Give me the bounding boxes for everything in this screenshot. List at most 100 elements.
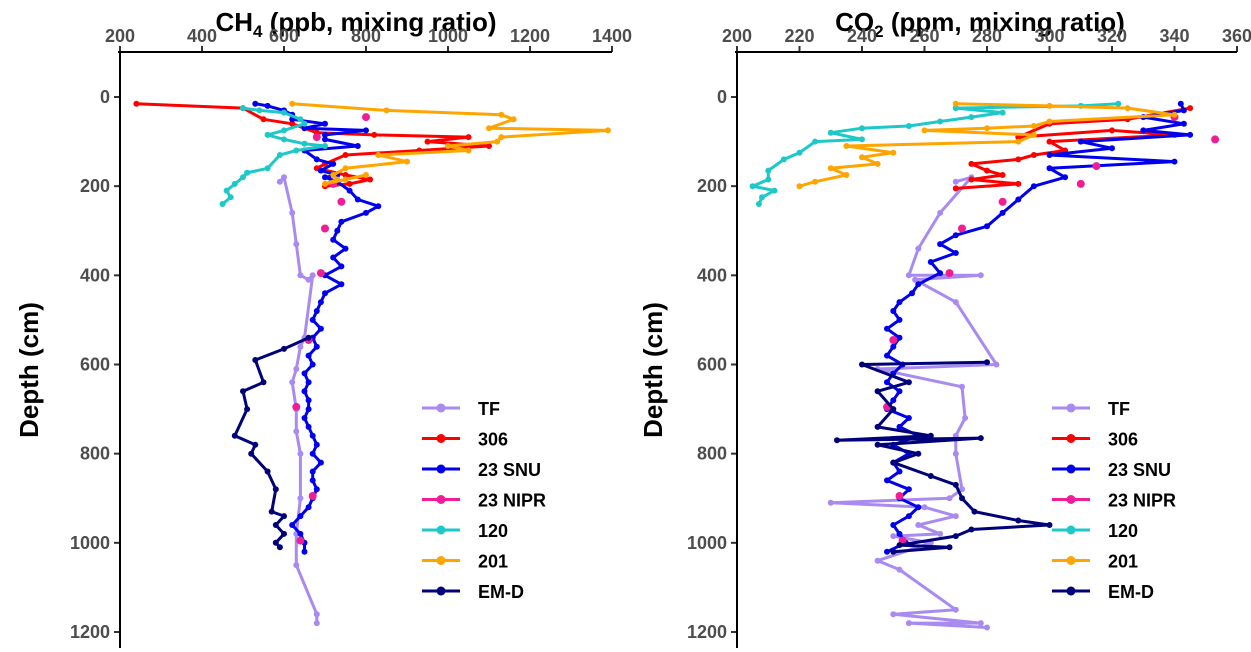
legend-label-23-snu: 23 SNU	[1108, 460, 1171, 480]
co2-point-23-snu	[896, 530, 903, 537]
co2-point-em-d	[927, 473, 934, 479]
co2-point-23-nipr	[1092, 162, 1101, 171]
legend-swatch-point	[436, 495, 446, 504]
co2-point-em-d	[946, 544, 953, 551]
legend-swatch-point	[436, 556, 446, 565]
co2-series-201	[796, 100, 1178, 190]
co2-point-201	[1046, 118, 1053, 125]
co2-point-em-d	[971, 508, 978, 515]
co2-point-23-snu	[984, 223, 990, 230]
legend-label-em-d: EM-D	[478, 582, 524, 602]
legend-label-tf: TF	[1108, 399, 1130, 419]
ch4-point-23-snu	[305, 397, 312, 404]
co2-y-tick-label: 600	[697, 355, 727, 375]
co2-point-23-snu	[952, 250, 959, 256]
legend-swatch-point	[1066, 434, 1076, 443]
legend-label-306: 306	[478, 430, 508, 450]
co2-point-23-snu	[1046, 152, 1053, 158]
co2-point-23-snu	[884, 379, 890, 386]
co2-point-23-snu	[937, 241, 944, 248]
ch4-point-201	[342, 165, 349, 172]
co2-title: CO2 (ppm, mixing ratio)	[835, 7, 1125, 41]
ch4-point-tf	[305, 276, 312, 283]
ch4-point-em-d	[231, 432, 238, 439]
ch4-point-306	[486, 143, 492, 149]
ch4-y-tick-label: 1000	[70, 533, 110, 553]
co2-point-23-nipr	[1211, 135, 1220, 144]
ch4-point-em-d	[305, 334, 312, 341]
ch4-point-23-snu	[305, 423, 312, 430]
co2-point-120	[796, 149, 803, 156]
co2-point-em-d	[1015, 517, 1022, 524]
co2-x-tick-label: 200	[722, 26, 752, 46]
co2-point-120	[812, 138, 819, 145]
ch4-point-tf	[293, 366, 300, 372]
co2-point-201	[1030, 123, 1037, 129]
ch4-point-23-nipr	[337, 197, 346, 206]
ch4-point-120	[240, 105, 246, 112]
co2-point-tf	[937, 530, 944, 537]
ch4-point-120	[227, 194, 234, 201]
co2-point-306	[1187, 105, 1194, 112]
ch4-series-tf	[276, 174, 320, 627]
ch4-point-120	[219, 201, 226, 207]
ch4-point-em-d	[272, 522, 279, 528]
ch4-point-306	[133, 100, 140, 107]
co2-point-em-d	[927, 432, 934, 439]
ch4-point-tf	[297, 272, 304, 279]
co2-point-em-d	[874, 441, 881, 448]
ch4-x-ticks: 200 400 600 800 1000 1200 1400	[105, 26, 632, 52]
co2-point-120	[765, 176, 772, 183]
ch4-point-em-d	[240, 388, 246, 395]
ch4-point-em-d	[244, 406, 251, 413]
co2-point-tf	[896, 566, 903, 573]
co2-point-306	[1046, 138, 1053, 145]
co2-point-23-snu	[890, 308, 897, 314]
legend-swatch-point	[1066, 403, 1076, 413]
co2-point-23-snu	[1180, 107, 1187, 114]
co2-point-201	[843, 172, 850, 178]
co2-point-23-snu	[1171, 158, 1178, 165]
legend-swatch-point	[1066, 586, 1076, 596]
co2-line-23-snu	[885, 103, 1192, 554]
ch4-point-23-snu	[301, 415, 308, 421]
ch4-point-tf	[297, 450, 304, 457]
co2-point-tf	[977, 620, 984, 627]
co2-y-ticks: 0 200 400 600 800 1000 1200	[687, 87, 737, 642]
co2-point-120	[859, 136, 865, 143]
co2-point-tf	[915, 245, 922, 252]
ch4-point-em-d	[252, 357, 259, 363]
co2-point-em-d	[1046, 522, 1053, 528]
ch4-point-23-snu	[330, 236, 337, 243]
co2-point-201	[827, 165, 834, 172]
ch4-point-23-snu	[346, 187, 353, 194]
ch4-point-tf	[281, 174, 287, 181]
ch4-point-23-snu	[252, 100, 259, 107]
ch4-point-306	[342, 172, 349, 178]
ch4-point-306	[465, 134, 472, 141]
co2-point-23-snu	[890, 343, 897, 350]
ch4-y-tick-label: 400	[80, 265, 110, 285]
co2-point-23-nipr	[958, 224, 966, 233]
ch4-series-em-d	[231, 334, 312, 551]
co2-point-em-d	[896, 542, 903, 549]
ch4-point-201	[498, 111, 505, 118]
ch4-y-tick-label: 1200	[70, 622, 110, 642]
ch4-point-201	[486, 125, 492, 132]
co2-y-axis-label: Depth (cm)	[638, 302, 668, 438]
co2-point-23-snu	[884, 548, 890, 555]
ch4-point-23-snu	[305, 352, 312, 359]
ch4-point-201	[494, 138, 501, 145]
ch4-title: CH4 (ppb, mixing ratio)	[215, 7, 496, 41]
co2-point-306	[1015, 180, 1022, 187]
co2-point-em-d	[977, 435, 984, 442]
ch4-point-23-snu	[313, 156, 320, 163]
ch4-point-23-snu	[322, 290, 328, 297]
co2-point-120	[968, 114, 975, 121]
co2-line-tf	[829, 175, 998, 629]
ch4-point-120	[264, 131, 271, 138]
ch4-point-23-snu	[322, 136, 328, 143]
legend-swatch-point	[436, 525, 446, 535]
ch4-point-23-snu	[322, 174, 328, 181]
co2-point-23-snu	[1109, 145, 1115, 152]
